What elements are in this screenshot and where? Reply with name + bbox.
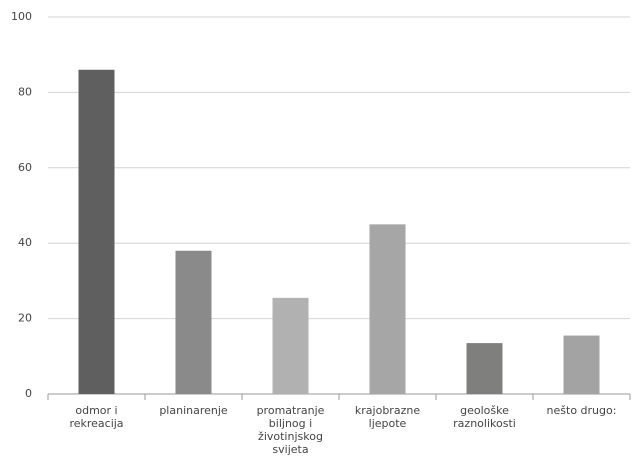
x-tick-label: promatranje biljnog i životinjskog svije…: [256, 404, 325, 456]
y-tick-label: 100: [11, 10, 32, 23]
bar: [369, 224, 406, 394]
x-tick-label: geološke raznolikosti: [453, 404, 516, 430]
bar: [272, 297, 309, 394]
x-tick-label: planinarenje: [159, 404, 228, 417]
bar: [466, 343, 503, 394]
y-tick-label: 60: [18, 161, 32, 174]
x-tick-label: krajobrazne ljepote: [354, 404, 421, 430]
y-tick-label: 20: [18, 312, 32, 325]
x-tick-label: odmor i rekreacija: [69, 404, 124, 430]
bar: [78, 69, 115, 394]
bar: [175, 250, 212, 394]
y-tick-label: 0: [25, 387, 32, 400]
y-tick-label: 80: [18, 85, 32, 98]
x-tick-label: nešto drugo:: [546, 404, 617, 417]
y-tick-label: 40: [18, 236, 32, 249]
bar: [563, 335, 600, 394]
